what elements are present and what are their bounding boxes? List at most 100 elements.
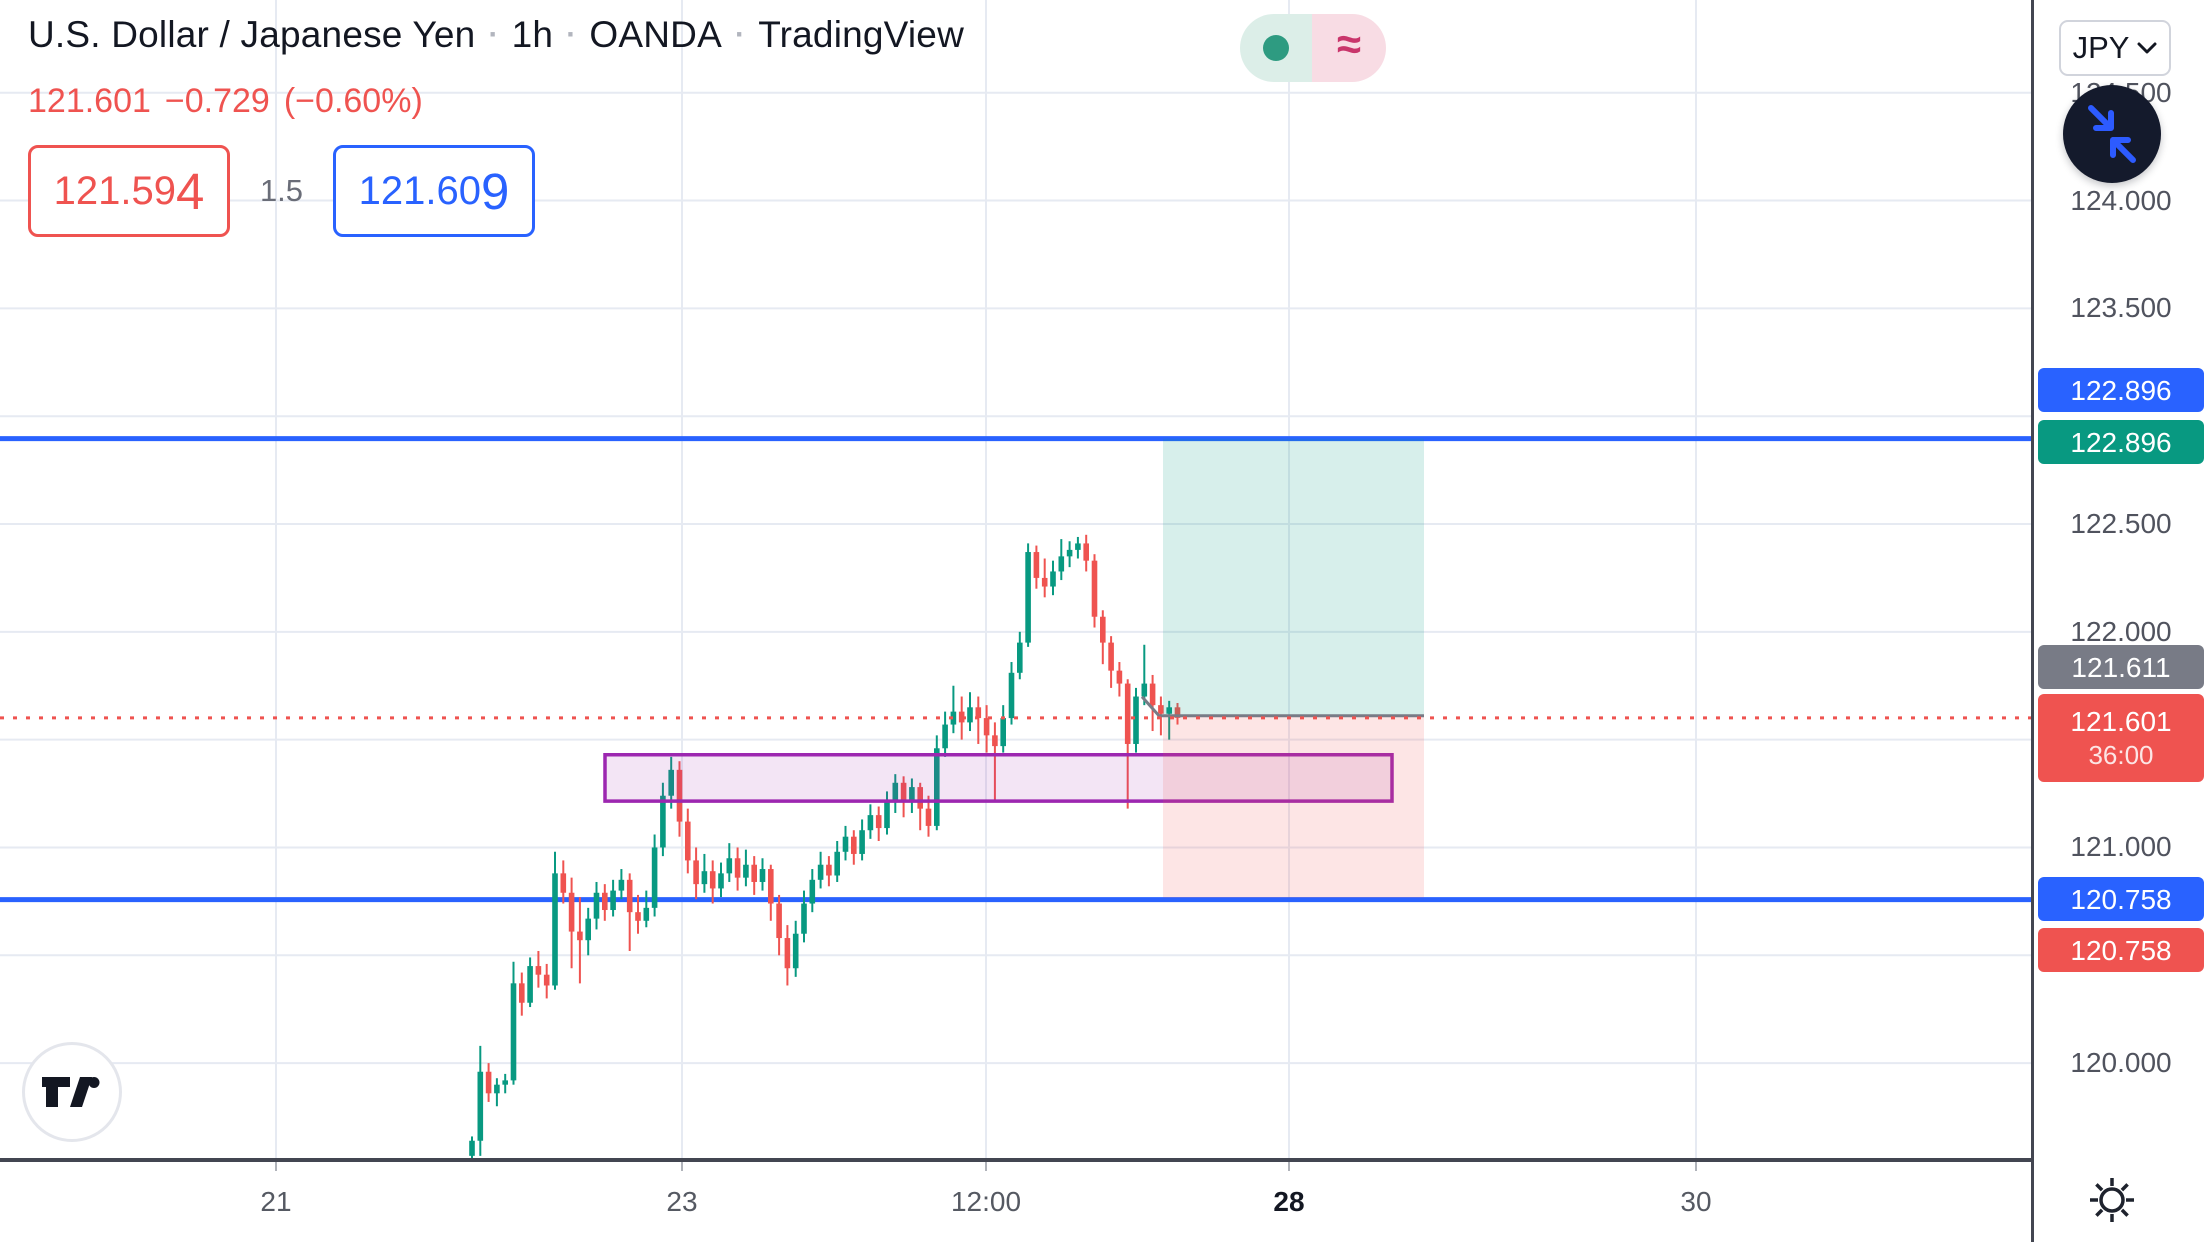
candle [751,856,757,895]
candle [859,819,865,861]
approx-price-indicator[interactable]: ≈ [1312,14,1386,82]
candle [1116,662,1123,697]
candle [502,1073,508,1094]
title-separator: · [566,18,577,51]
time-axis-label: 21 [260,1186,292,1217]
price-change-value: −0.729 [164,82,270,120]
candle [950,685,957,734]
trade-buttons-row: 121.59 4 1.5 121.60 9 [28,145,964,237]
sell-button[interactable]: 121.59 4 [28,145,230,237]
price-tick-label: 124.000 [2070,184,2172,216]
candle [967,692,973,732]
tradingview-logo[interactable] [22,1042,122,1142]
candle [900,776,907,818]
time-axis-tick [681,1162,683,1171]
price-tick-label: 121.000 [2070,831,2172,863]
candle [992,722,998,803]
price-change-percent: (−0.60%) [283,82,423,120]
candle [577,897,583,984]
price-axis[interactable]: 124.500124.000123.500122.500122.000121.0… [2031,0,2208,1242]
time-axis-tick [275,1162,277,1171]
candlestick-chart[interactable] [0,0,2031,1158]
candle [983,705,990,753]
candle [1041,558,1048,598]
candle [1000,705,1006,753]
candle [626,873,633,951]
position-loss-zone[interactable] [1163,715,1424,898]
candle [477,1045,484,1156]
candle [709,860,716,904]
candle [826,856,832,887]
horizontal-ray-layer [0,436,2031,903]
ray-upper-price-label: 122.896 [2038,368,2204,412]
candle [593,881,600,930]
candle [834,841,840,882]
chart-settings-sun-icon[interactable] [2087,1175,2137,1225]
platform-label: TradingView [758,14,964,55]
candle [768,864,774,921]
candle [1083,534,1089,572]
time-axis-label: 12:00 [950,1186,1022,1217]
spread-value: 1.5 [259,173,304,208]
candle [635,894,641,934]
last-price-value: 121.601 [28,82,151,120]
candle [1091,554,1098,628]
sell-price-big-digit: 4 [175,162,205,220]
candle [1075,536,1081,559]
chart-legend: U.S. Dollar / Japanese Yen · 1h · OANDA … [28,14,964,237]
candle [1050,560,1056,596]
candle [519,972,525,1016]
candle [842,825,849,861]
candle [485,1063,492,1102]
candle [1008,662,1015,725]
candle [801,890,807,943]
symbol-name: U.S. Dollar / Japanese Yen [28,14,476,55]
collapse-arrows-button[interactable] [2063,85,2161,183]
candle [510,961,517,1085]
candle [817,851,824,889]
candle [1058,539,1065,581]
entry-price-label: 121.611 [2038,645,2204,689]
position-profit-zone[interactable] [1163,438,1424,716]
candle [1066,541,1073,568]
market-open-indicator[interactable] [1240,14,1312,82]
stop-price-label: 120.758 [2038,928,2204,972]
market-status-toggle[interactable]: ≈ [1240,14,1386,82]
candle [759,858,766,891]
supply-zone-rect[interactable] [603,752,1394,803]
candle [743,849,749,887]
buy-button[interactable]: 121.60 9 [333,145,535,237]
symbol-title-row[interactable]: U.S. Dollar / Japanese Yen · 1h · OANDA … [28,14,964,56]
candle [867,804,874,839]
candle [1133,687,1139,753]
ray-lower-price-label: 120.758 [2038,877,2204,921]
time-axis[interactable]: 21 23 12:00 28 30 [0,1158,2208,1242]
candle [676,761,683,837]
time-axis-tick [985,1162,987,1171]
candle [693,847,699,900]
long-position-tool[interactable] [1140,438,1424,898]
candle [1149,674,1156,732]
candle [851,830,857,865]
bar-countdown: 36:00 [2088,740,2154,771]
candle [917,782,923,831]
candle [527,957,533,1008]
buy-price-big-digit: 9 [480,162,510,220]
candle [1100,610,1106,665]
interval-label: 1h [511,14,554,55]
time-axis-tick [1288,1162,1290,1171]
currency-unit-button[interactable]: JPY [2059,20,2171,76]
candle [1174,702,1181,725]
time-axis-label: 28 [1273,1186,1305,1217]
current-price-label: 121.601 36:00 [2038,694,2204,782]
candle [543,963,550,999]
candle [884,791,890,835]
candle [568,877,575,969]
candle [934,735,940,831]
sell-price: 121.59 [53,168,176,213]
candle [560,860,567,904]
candle [892,774,899,813]
price-tick-label: 122.500 [2070,508,2172,539]
grid-layer [0,0,2031,1158]
